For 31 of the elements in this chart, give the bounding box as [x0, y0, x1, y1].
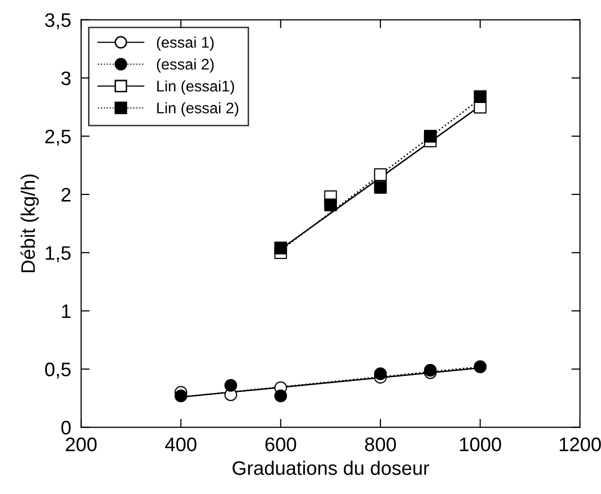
y-tick-label: 0 — [61, 420, 71, 435]
legend-label: Lin (essai1) — [157, 80, 234, 95]
x-tick-label: 1000 — [460, 438, 502, 452]
point — [174, 390, 188, 402]
point — [374, 168, 387, 181]
y-tick-label: 2 — [62, 188, 70, 202]
point — [424, 364, 437, 377]
point — [224, 379, 238, 392]
y-axis-title: Débit (kg/h) — [20, 174, 39, 272]
legend-label: Lin (essai 2) — [157, 102, 238, 116]
point — [424, 130, 437, 143]
y-tick-label: 3 — [61, 71, 71, 86]
point — [324, 198, 337, 212]
y-tick-label: 1 — [62, 304, 70, 318]
y-tick-label: 1,5 — [46, 246, 71, 262]
y-tick-label: 0,5 — [45, 362, 71, 379]
y-tick-label: 3,5 — [45, 13, 71, 30]
x-tick-label: 400 — [165, 438, 196, 452]
x-tick-label: 600 — [265, 438, 296, 452]
x-axis-title: Graduations du doseur — [232, 460, 430, 475]
x-tick-label: 800 — [365, 438, 396, 452]
legend-label: (essai 1) — [156, 36, 214, 51]
point — [374, 367, 387, 380]
point — [274, 390, 288, 402]
y-tick-label: 2,5 — [45, 130, 71, 146]
legend-label: (essai 2) — [156, 58, 214, 73]
point — [474, 90, 487, 103]
x-tick-label: 1200 — [560, 438, 601, 452]
point — [274, 242, 288, 254]
x-tick-label: 200 — [66, 438, 97, 452]
point — [374, 181, 387, 194]
